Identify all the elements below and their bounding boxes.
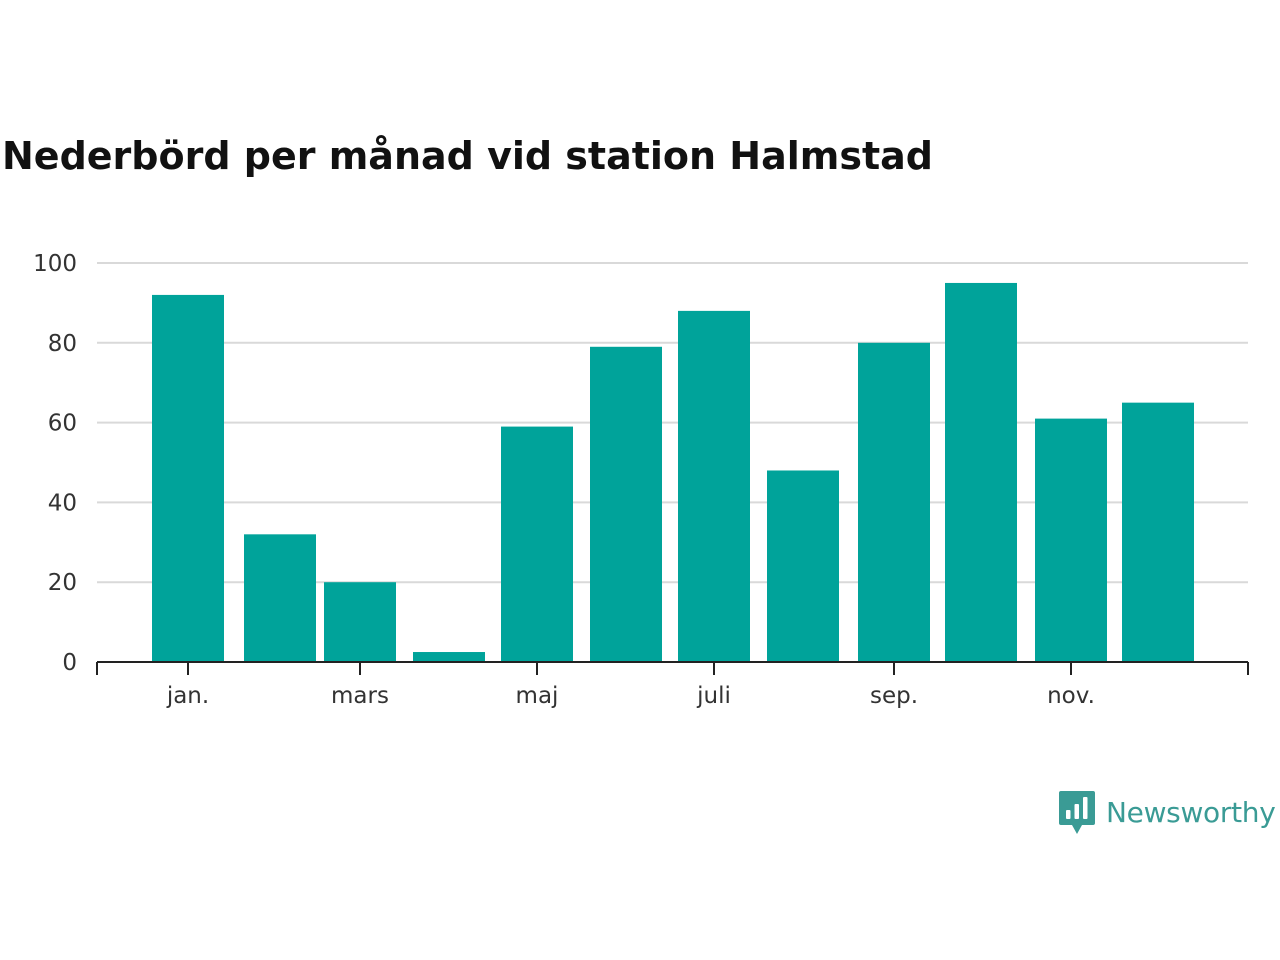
x-tick-label: nov. — [1047, 683, 1095, 709]
y-tick-label: 100 — [33, 251, 77, 277]
bar-maj — [501, 426, 573, 662]
bar-nov — [1035, 418, 1107, 662]
bar-dec — [1122, 402, 1194, 662]
bar-aug — [767, 470, 839, 662]
x-axis-ticks: jan. mars maj juli sep. nov. — [166, 662, 1095, 709]
bar-jan — [152, 294, 224, 662]
newsworthy-logo[interactable]: Newsworthy — [1058, 790, 1276, 836]
x-tick-label: juli — [696, 683, 731, 709]
y-tick-label: 40 — [48, 490, 77, 516]
x-tick-label: mars — [331, 683, 389, 709]
y-tick-label: 80 — [48, 331, 77, 357]
bars — [152, 282, 1194, 662]
x-tick-label: jan. — [166, 683, 209, 709]
bar-apr — [413, 652, 485, 662]
x-axis — [96, 661, 1249, 675]
chart-title: Nederbörd per månad vid station Halmstad — [2, 134, 933, 178]
logo-text: Newsworthy — [1106, 796, 1276, 829]
y-tick-label: 20 — [48, 570, 77, 596]
bar-juni — [590, 346, 662, 662]
bar-feb — [244, 534, 316, 662]
x-tick-label: maj — [516, 683, 559, 709]
y-tick-label: 0 — [62, 650, 77, 676]
bar-okt — [945, 282, 1017, 662]
bar-mars — [324, 582, 396, 662]
bar-sep — [858, 342, 930, 662]
x-tick-label: sep. — [870, 683, 918, 709]
y-tick-label: 60 — [48, 411, 77, 437]
bar-chart-speech-bubble-icon — [1059, 791, 1095, 834]
bar-juli — [678, 310, 750, 662]
y-axis-ticks: 0 20 40 60 80 100 — [33, 251, 77, 676]
